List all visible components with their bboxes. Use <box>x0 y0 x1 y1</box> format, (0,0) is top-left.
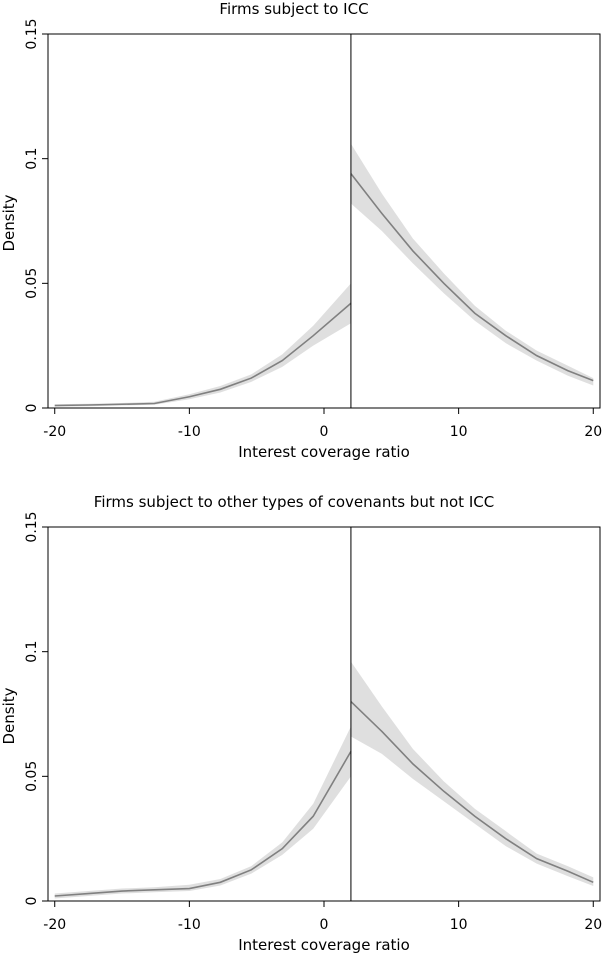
x-tick-label: 20 <box>584 917 602 933</box>
density-line-right <box>350 700 594 884</box>
chart-panel-1: Firms subject to ICC -20 -10 0 10 20 0 0.05 0.1 0… <box>0 0 602 461</box>
confidence-band-left <box>54 726 351 899</box>
density-line-left <box>54 302 352 407</box>
y-tick-label: 0.05 <box>24 761 40 792</box>
x-tick-label: 10 <box>450 424 468 440</box>
x-tick-label: 0 <box>320 424 329 440</box>
confidence-band-right <box>350 143 594 386</box>
confidence-band-left <box>54 283 351 407</box>
y-tick-label: 0.1 <box>24 641 40 663</box>
x-tick-label: 10 <box>450 917 468 933</box>
x-tick-label: -20 <box>43 917 66 933</box>
x-axis-label: Interest coverage ratio <box>238 936 410 954</box>
y-tick-label: 0.05 <box>24 268 40 299</box>
chart-title: Firms subject to other types of covenant… <box>94 493 494 511</box>
y-tick-label: 0 <box>24 897 40 906</box>
x-tick-label: -20 <box>43 424 66 440</box>
x-tick-label: 20 <box>584 424 602 440</box>
x-axis-label: Interest coverage ratio <box>238 443 410 461</box>
x-tick-label: -10 <box>178 917 201 933</box>
confidence-band-right <box>350 661 594 887</box>
chart-panel-2: Firms subject to other types of covenant… <box>0 493 602 954</box>
y-tick-label: 0 <box>24 404 40 413</box>
y-tick-label: 0.15 <box>24 18 40 49</box>
y-axis-label: Density <box>0 194 18 251</box>
x-tick-label: -10 <box>178 424 201 440</box>
plot-frame <box>47 33 601 409</box>
x-tick-label: 0 <box>320 917 329 933</box>
chart-title: Firms subject to ICC <box>219 0 368 18</box>
density-line-right <box>350 173 594 382</box>
density-line-left <box>54 750 352 897</box>
y-axis-label: Density <box>0 687 18 744</box>
y-tick-label: 0.1 <box>24 148 40 170</box>
y-tick-label: 0.15 <box>24 511 40 542</box>
